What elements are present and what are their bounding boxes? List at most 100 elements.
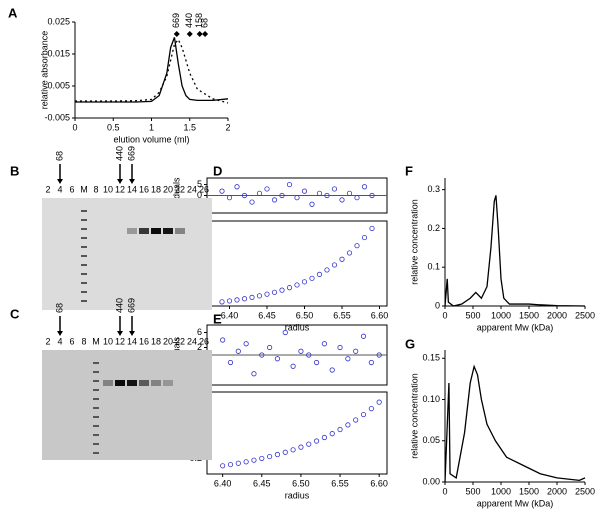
protein-band [127, 228, 137, 234]
protein-band [151, 380, 161, 386]
protein-band [115, 380, 125, 386]
arrow-label: 669 [126, 298, 136, 313]
data-point [279, 192, 285, 199]
marker-band [81, 282, 87, 284]
data-point [294, 195, 300, 201]
data-point [339, 197, 345, 203]
panel-letter: D [213, 163, 222, 178]
marker-band [93, 425, 99, 427]
data-point [235, 460, 241, 466]
marker-band [93, 407, 99, 409]
x-tick-label: 0.5 [107, 122, 120, 132]
arrow-label: 68 [54, 303, 64, 313]
size-marker [186, 31, 193, 37]
data-point [227, 461, 234, 468]
data-point [321, 434, 327, 441]
y-tick-label: 0.015 [47, 48, 70, 58]
data-point [306, 441, 312, 447]
x-tick-label: 6.40 [214, 478, 232, 488]
data-point [339, 256, 345, 262]
size-marker [173, 31, 180, 37]
lane-label: M [92, 336, 100, 346]
lane-label: 16 [139, 184, 149, 194]
marker-band [93, 434, 99, 436]
y-axis-label: residuals [171, 177, 181, 214]
y-tick-label: 6 [197, 327, 202, 337]
x-tick-label: 6.40 [221, 310, 239, 320]
lane-label: 12 [115, 336, 125, 346]
plot-frame [206, 391, 388, 475]
size-marker [202, 31, 209, 37]
marker-band [81, 255, 87, 257]
data-point [301, 188, 308, 194]
lane-label: 24 [187, 184, 197, 194]
arrow-label: 440 [114, 146, 124, 161]
lane-label: 2 [45, 184, 50, 194]
data-point [271, 289, 278, 295]
y-tick-label: 0.00 [422, 476, 440, 486]
data-point [274, 451, 281, 458]
x-tick-label: 2500 [575, 486, 595, 496]
marker-band [93, 371, 99, 373]
x-tick-label: 0 [72, 122, 77, 132]
data-point [346, 250, 353, 256]
panel-letter: F [405, 163, 413, 178]
data-point [361, 184, 368, 190]
lane-label: 24 [187, 336, 197, 346]
y-tick-label: 0.3 [427, 184, 440, 194]
marker-band [93, 452, 99, 454]
data-point [290, 363, 296, 369]
data-point [324, 192, 330, 199]
x-tick-label: 1000 [491, 310, 511, 320]
lane-label: 6 [69, 184, 74, 194]
data-point [329, 431, 335, 437]
size-marker-label: 440 [184, 13, 194, 28]
data-point [376, 352, 382, 358]
x-tick-label: 1 [149, 122, 154, 132]
data-point [345, 422, 351, 428]
data-point [354, 243, 360, 249]
data-point [331, 262, 338, 268]
size-marker-label: 669 [171, 13, 181, 28]
y-tick-label: 0.025 [47, 16, 70, 26]
lane-label: 22 [175, 184, 185, 194]
protein-band [127, 380, 137, 386]
data-point [234, 184, 240, 190]
data-point [324, 267, 330, 273]
data-line [75, 37, 229, 103]
y-tick-label: 0 [435, 300, 440, 310]
x-tick-label: 6.55 [331, 478, 349, 488]
data-point [274, 356, 281, 362]
lane-label: 4 [57, 336, 62, 346]
marker-band [93, 398, 99, 400]
lane-label: 16 [139, 336, 149, 346]
data-point [376, 399, 382, 405]
data-point [298, 444, 304, 450]
x-tick-label: 6.50 [296, 310, 314, 320]
arrow-head [117, 331, 123, 336]
marker-band [81, 237, 87, 239]
data-point [267, 344, 273, 351]
data-point [234, 297, 240, 303]
data-point [271, 197, 278, 203]
x-axis-label: radius [285, 490, 310, 500]
x-tick-label: 6.60 [370, 478, 388, 488]
lane-label: 8 [93, 184, 98, 194]
data-point [316, 271, 323, 277]
data-point [337, 426, 343, 433]
data-point [282, 449, 288, 455]
arrow-head [57, 179, 63, 184]
x-tick-label: 6.45 [253, 478, 271, 488]
x-tick-label: 1500 [519, 486, 539, 496]
data-point [354, 195, 360, 201]
marker-band [93, 416, 99, 418]
data-point [259, 352, 265, 358]
data-point [286, 285, 293, 291]
data-point [360, 333, 367, 339]
marker-band [81, 219, 87, 221]
panel-letter: G [405, 336, 415, 351]
lane-label: 4 [57, 184, 62, 194]
arrow-label: 440 [114, 298, 124, 313]
lane-label: 20 [163, 336, 173, 346]
